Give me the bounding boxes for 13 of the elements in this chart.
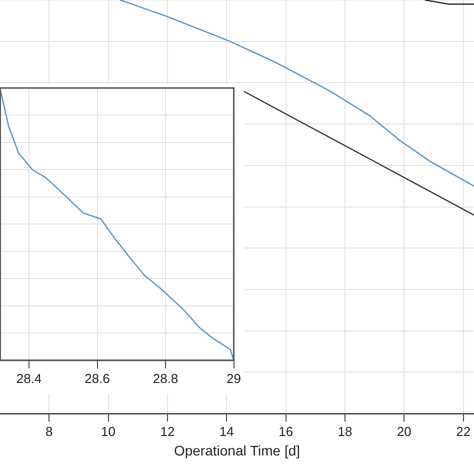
x-tick-label: 18 bbox=[338, 424, 352, 439]
x-tick-label: 29 bbox=[226, 370, 242, 386]
x-tick-label: 28.8 bbox=[152, 370, 178, 386]
x-axis-title: Operational Time [d] bbox=[174, 442, 300, 458]
x-tick-label: 12 bbox=[160, 424, 175, 439]
x-tick-label: 10 bbox=[101, 424, 116, 439]
x-tick-label: 22 bbox=[456, 424, 471, 439]
x-tick-label: 16 bbox=[278, 424, 294, 439]
x-tick-label: 8 bbox=[46, 424, 53, 439]
x-tick-label: 28.6 bbox=[84, 370, 110, 386]
x-tick-label: 28.4 bbox=[16, 370, 42, 386]
x-tick-label: 14 bbox=[219, 424, 234, 439]
x-tick-label: 20 bbox=[396, 424, 412, 439]
